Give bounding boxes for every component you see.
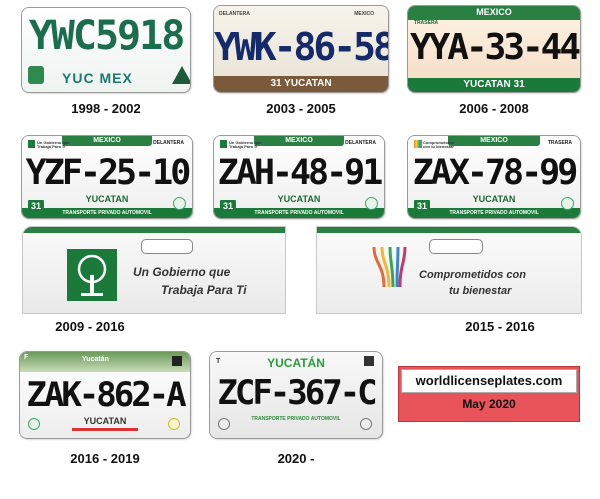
- ribbon-logo-icon: [369, 243, 409, 289]
- qr-code-icon: [364, 356, 374, 366]
- plate-type-line: TRANSPORTE PRIVADO AUTOMOVIL: [254, 210, 344, 216]
- plate-2006-2008: MEXICO TRASERA YYA-33-44 YUCATAN 31: [408, 6, 580, 92]
- plate-state-name: YUCATAN: [85, 194, 129, 204]
- mounting-hole: [141, 239, 193, 254]
- caption-1998-2002: 1998 - 2002: [71, 101, 141, 116]
- plate-number: ZAH-48-91: [217, 153, 384, 193]
- plate-side-right: DELANTERA: [345, 140, 376, 146]
- emblem-icon: [561, 197, 574, 210]
- plate-state-name: YUCATAN: [472, 194, 516, 204]
- slogan-line-1: Un Gobierno que: [133, 265, 231, 279]
- emblem-icon: [218, 418, 230, 430]
- plate-state-name: YUCATAN: [83, 416, 127, 426]
- qr-code-icon: [172, 356, 182, 366]
- plate-brand: Yucatán: [82, 356, 109, 363]
- plate-zah: MEXICO Un Gobierno que Trabaja Para Ti D…: [214, 136, 384, 218]
- plate-side-left: DELANTERA: [219, 11, 250, 17]
- plate-2003-2005: DELANTERA MEXICO YWK-86-58 31 YUCATAN: [214, 6, 388, 92]
- emblem-icon: [168, 418, 180, 430]
- pyramid-icon: [172, 66, 190, 84]
- plate-2016-2019: F Yucatán ZAK-862-A YUCATAN: [20, 352, 190, 438]
- plate-top-bar: MEXICO: [254, 136, 344, 146]
- plate-corner-letter: F: [24, 354, 29, 361]
- caption-2020: 2020 -: [277, 451, 315, 466]
- plate-number: YWK-86-58: [214, 25, 388, 69]
- plate-number: ZAK-862-A: [26, 375, 186, 415]
- slogan-line-2: Trabaja Para Ti: [161, 283, 247, 297]
- plate-type-line: TRANSPORTE PRIVADO AUTOMOVIL: [62, 210, 152, 216]
- credit-date: May 2020: [462, 397, 516, 411]
- plate-number: ZCF-367-C: [217, 373, 377, 413]
- plate-side-left: Comprometidos con tu bienestar: [423, 140, 454, 149]
- caption-2003-2005: 2003 - 2005: [266, 101, 336, 116]
- plate-state-name: YUCATÁN: [267, 356, 325, 370]
- plate-side-left: Un Gobierno que Trabaja Para Ti: [37, 140, 70, 149]
- plate-top-bar: MEXICO: [62, 136, 152, 146]
- plate-edge-bar: [317, 227, 581, 233]
- plate-2020: T YUCATÁN ZCF-367-C TRANSPORTE PRIVADO A…: [210, 352, 382, 438]
- plate-corner-letter: T: [216, 358, 221, 365]
- plate-zax: MEXICO Comprometidos con tu bienestar TR…: [408, 136, 580, 218]
- plate-type-line: TRANSPORTE PRIVADO AUTOMOVIL: [449, 210, 539, 216]
- caption-2009-2016: 2009 - 2016: [55, 319, 125, 334]
- plate-top-band: [20, 352, 190, 372]
- plate-state-line: 31 YUCATAN: [270, 78, 332, 89]
- plate-state-code: 31: [28, 200, 44, 212]
- ribbon-logo-icon: [414, 140, 422, 148]
- state-seal-icon: [28, 66, 44, 84]
- plate-bottom-bar: [408, 78, 580, 92]
- caption-2015-2016: 2015 - 2016: [465, 319, 535, 334]
- plate-number: YZF-25-10: [25, 153, 192, 193]
- plate-state-name: YUCATAN: [277, 194, 321, 204]
- plate-1998-2002: YWC5918 YUC MEX: [22, 8, 190, 92]
- state-seal-icon: [28, 140, 35, 148]
- credit-box: worldlicenseplates.com May 2020: [398, 366, 580, 422]
- state-seal-icon: [220, 140, 227, 148]
- emblem-icon: [173, 197, 186, 210]
- emblem-icon: [365, 197, 378, 210]
- plate-yzf: MEXICO Un Gobierno que Trabaja Para Ti D…: [22, 136, 192, 218]
- plate-state-code: 31: [220, 200, 236, 212]
- plate-top-bar: MEXICO: [448, 136, 540, 146]
- caption-2016-2019: 2016 - 2019: [70, 451, 140, 466]
- plate-number: YYA-33-44: [409, 27, 580, 68]
- credit-site: worldlicenseplates.com: [401, 369, 577, 393]
- plate-bottom-text: YUC MEX: [62, 70, 133, 86]
- plate-bottom-bar: [408, 208, 580, 218]
- slogan-closeup-gobierno: Un Gobierno que Trabaja Para Ti: [22, 226, 286, 314]
- slogan-line-2: tu bienestar: [449, 285, 512, 297]
- plate-type-line: TRANSPORTE PRIVADO AUTOMOVIL: [251, 416, 341, 422]
- slogan-closeup-comprometidos: Comprometidos con tu bienestar: [316, 226, 582, 314]
- plate-side-right: MEXICO: [354, 11, 374, 17]
- plate-top-bar: MEXICO: [408, 6, 580, 20]
- plate-number: ZAX-78-99: [412, 153, 579, 193]
- plate-side-right: DELANTERA: [153, 140, 184, 146]
- plate-number: YWC5918: [28, 13, 186, 59]
- plate-bottom-bar: [214, 208, 384, 218]
- plate-bottom-bar: [22, 208, 192, 218]
- plate-side-left: TRASERA: [414, 20, 439, 26]
- plate-red-stripe: [72, 428, 138, 431]
- tree-logo-icon: [67, 249, 117, 301]
- plate-edge-bar: [23, 227, 285, 233]
- plate-side-right: TRASERA: [547, 140, 572, 146]
- caption-2006-2008: 2006 - 2008: [459, 101, 529, 116]
- plate-state-code: 31: [414, 200, 430, 212]
- mounting-hole: [429, 239, 483, 254]
- emblem-icon: [360, 418, 372, 430]
- emblem-icon: [28, 418, 40, 430]
- plate-state-line: YUCATAN 31: [463, 79, 525, 90]
- slogan-line-1: Comprometidos con: [419, 269, 526, 281]
- plate-bottom-band: [214, 76, 388, 92]
- plate-side-left: Un Gobierno que Trabaja Para Ti: [229, 140, 262, 149]
